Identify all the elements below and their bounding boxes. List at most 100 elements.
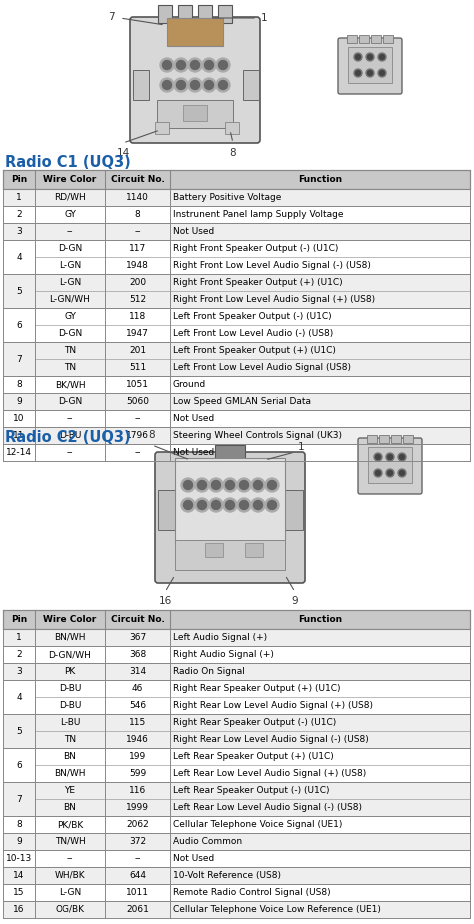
Text: 200: 200 bbox=[129, 278, 146, 287]
Text: 1: 1 bbox=[16, 193, 22, 202]
Text: --: -- bbox=[134, 414, 141, 423]
Text: 16: 16 bbox=[13, 905, 25, 914]
Circle shape bbox=[191, 60, 200, 69]
Circle shape bbox=[204, 80, 213, 90]
Circle shape bbox=[367, 55, 373, 59]
Text: L-GN/WH: L-GN/WH bbox=[50, 295, 91, 304]
Text: Left Rear Speaker Output (-) (U1C): Left Rear Speaker Output (-) (U1C) bbox=[173, 786, 329, 795]
Bar bbox=[3, 240, 470, 274]
Circle shape bbox=[374, 453, 382, 461]
Circle shape bbox=[198, 501, 207, 509]
Circle shape bbox=[380, 55, 384, 59]
Text: 14: 14 bbox=[13, 871, 25, 880]
Circle shape bbox=[209, 478, 223, 492]
Bar bbox=[175, 540, 285, 570]
Text: Left Front Low Level Audio Signal (US8): Left Front Low Level Audio Signal (US8) bbox=[173, 363, 351, 372]
Bar bbox=[178, 5, 192, 23]
Bar bbox=[359, 35, 369, 43]
Text: 5060: 5060 bbox=[126, 397, 149, 406]
Circle shape bbox=[267, 480, 276, 490]
Text: 1011: 1011 bbox=[126, 888, 149, 897]
Circle shape bbox=[174, 78, 188, 92]
Text: Function: Function bbox=[298, 175, 342, 184]
Text: 644: 644 bbox=[129, 871, 146, 880]
Bar bbox=[158, 490, 176, 530]
Circle shape bbox=[160, 78, 174, 92]
Bar bbox=[3, 833, 470, 850]
Circle shape bbox=[223, 478, 237, 492]
Bar bbox=[3, 748, 470, 782]
Circle shape bbox=[239, 480, 248, 490]
Text: 6: 6 bbox=[16, 321, 22, 330]
Text: 201: 201 bbox=[129, 346, 146, 355]
Text: Pin: Pin bbox=[11, 615, 27, 624]
Text: --: -- bbox=[67, 227, 73, 236]
Circle shape bbox=[176, 60, 185, 69]
Text: Right Rear Low Level Audio Signal (+) (US8): Right Rear Low Level Audio Signal (+) (U… bbox=[173, 701, 373, 710]
Text: Right Rear Speaker Output (+) (U1C): Right Rear Speaker Output (+) (U1C) bbox=[173, 684, 340, 693]
Text: Left Rear Low Level Audio Signal (-) (US8): Left Rear Low Level Audio Signal (-) (US… bbox=[173, 803, 362, 812]
Text: D-GN: D-GN bbox=[58, 329, 82, 338]
Circle shape bbox=[354, 69, 362, 77]
Text: 3: 3 bbox=[16, 667, 22, 676]
Text: 1946: 1946 bbox=[126, 735, 149, 744]
Text: 7: 7 bbox=[109, 12, 115, 22]
Circle shape bbox=[374, 469, 382, 477]
Circle shape bbox=[226, 501, 235, 509]
Circle shape bbox=[237, 478, 251, 492]
Text: --: -- bbox=[134, 448, 141, 457]
Text: TN: TN bbox=[64, 363, 76, 372]
Bar bbox=[205, 543, 223, 557]
Circle shape bbox=[378, 69, 386, 77]
Text: Right Front Low Level Audio Signal (+) (US8): Right Front Low Level Audio Signal (+) (… bbox=[173, 295, 375, 304]
Circle shape bbox=[195, 478, 209, 492]
Text: 3: 3 bbox=[16, 227, 22, 236]
Text: 367: 367 bbox=[129, 633, 146, 642]
Text: L-GN: L-GN bbox=[59, 261, 81, 270]
Text: Wire Color: Wire Color bbox=[44, 615, 97, 624]
Text: Low Speed GMLAN Serial Data: Low Speed GMLAN Serial Data bbox=[173, 397, 311, 406]
Text: Not Used: Not Used bbox=[173, 414, 214, 423]
Circle shape bbox=[398, 453, 406, 461]
FancyBboxPatch shape bbox=[155, 452, 305, 583]
Bar bbox=[3, 646, 470, 663]
Text: Cellular Telephone Voice Low Reference (UE1): Cellular Telephone Voice Low Reference (… bbox=[173, 905, 381, 914]
Bar bbox=[3, 663, 470, 680]
FancyBboxPatch shape bbox=[358, 438, 422, 494]
Bar bbox=[3, 610, 470, 629]
Text: 117: 117 bbox=[129, 244, 146, 253]
Text: 1051: 1051 bbox=[126, 380, 149, 389]
Circle shape bbox=[386, 453, 394, 461]
Bar bbox=[218, 5, 232, 23]
Bar bbox=[3, 410, 470, 427]
Text: 7: 7 bbox=[16, 355, 22, 363]
Circle shape bbox=[267, 501, 276, 509]
Circle shape bbox=[160, 58, 174, 72]
Bar bbox=[3, 714, 470, 748]
Circle shape bbox=[202, 58, 216, 72]
Bar bbox=[3, 444, 470, 461]
Text: 14: 14 bbox=[117, 148, 129, 158]
Text: D-GN/WH: D-GN/WH bbox=[48, 650, 91, 659]
Text: Steering Wheel Controls Signal (UK3): Steering Wheel Controls Signal (UK3) bbox=[173, 431, 342, 440]
Text: 9: 9 bbox=[16, 397, 22, 406]
Text: L-GN: L-GN bbox=[59, 278, 81, 287]
Circle shape bbox=[251, 498, 265, 512]
Circle shape bbox=[216, 58, 230, 72]
Text: 1140: 1140 bbox=[126, 193, 149, 202]
Bar bbox=[3, 189, 470, 206]
Text: 8: 8 bbox=[16, 380, 22, 389]
Text: BN: BN bbox=[64, 752, 76, 761]
Text: WH/BK: WH/BK bbox=[55, 871, 85, 880]
Text: Radio C1 (UQ3): Radio C1 (UQ3) bbox=[5, 155, 131, 170]
Bar bbox=[3, 308, 470, 342]
Circle shape bbox=[400, 455, 404, 459]
Text: 10: 10 bbox=[13, 414, 25, 423]
Circle shape bbox=[183, 480, 192, 490]
Text: Left Front Speaker Output (+) (U1C): Left Front Speaker Output (+) (U1C) bbox=[173, 346, 336, 355]
Text: --: -- bbox=[134, 854, 141, 863]
Circle shape bbox=[223, 498, 237, 512]
Text: Circuit No.: Circuit No. bbox=[110, 175, 164, 184]
Text: TN/WH: TN/WH bbox=[55, 837, 85, 846]
Circle shape bbox=[188, 78, 202, 92]
